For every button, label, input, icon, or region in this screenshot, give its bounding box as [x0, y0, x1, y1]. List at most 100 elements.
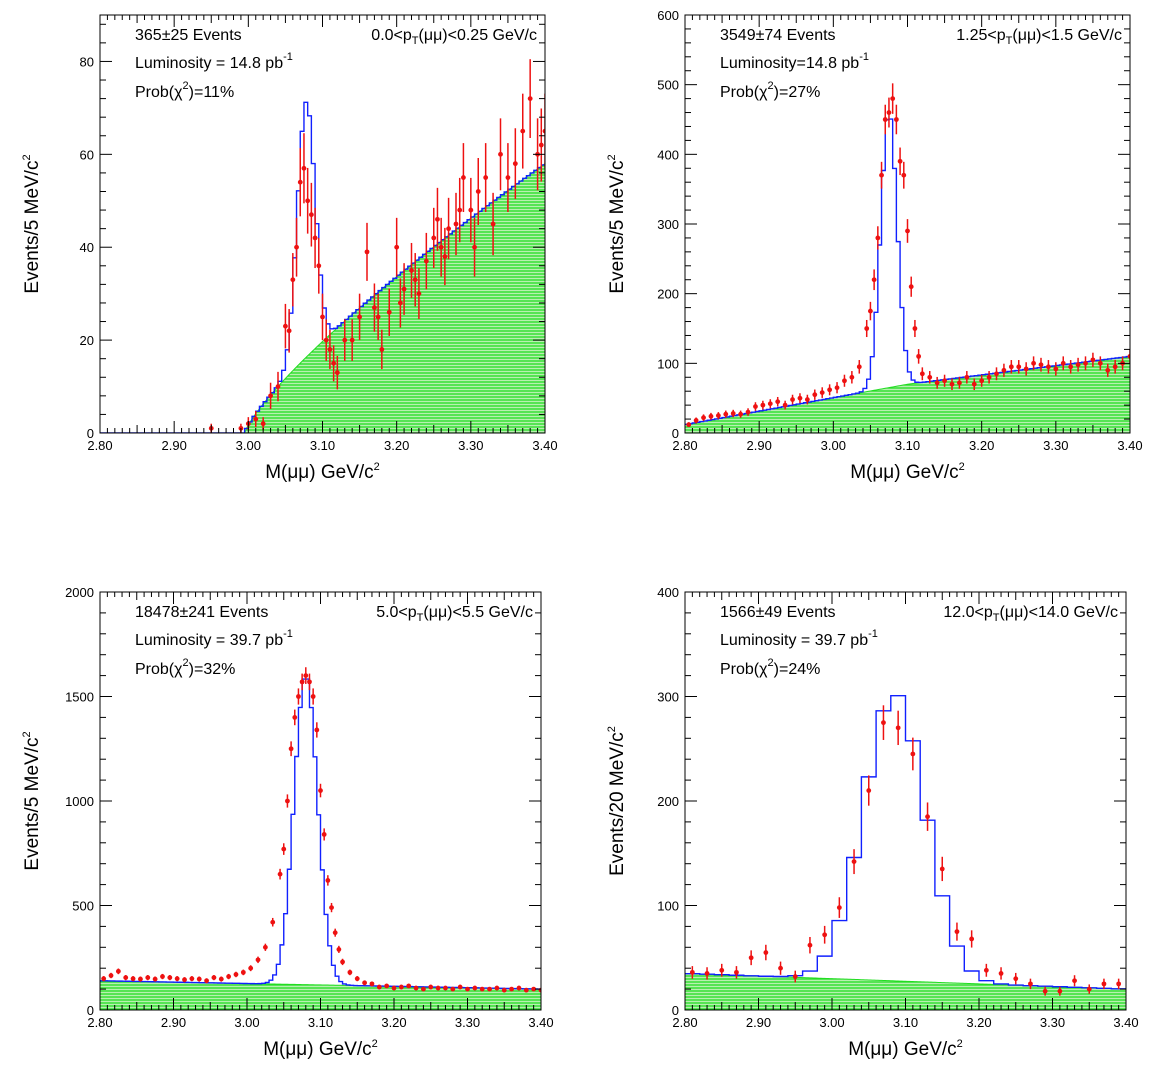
data-point — [398, 984, 404, 990]
data-point — [1038, 357, 1044, 372]
point-marker — [1038, 362, 1044, 368]
point-marker — [864, 326, 870, 331]
data-point — [457, 984, 463, 990]
x-axis-label: M(μμ) GeV/c2 — [265, 461, 380, 483]
point-marker — [123, 975, 129, 981]
x-tick-label: 2.80 — [672, 438, 697, 453]
point-marker — [196, 976, 202, 982]
point-marker — [523, 987, 529, 993]
chi2-probability-annotation: Prob(χ2)=27% — [720, 80, 820, 101]
point-marker — [450, 986, 456, 992]
point-marker — [964, 374, 970, 380]
y-tick-label: 1000 — [65, 794, 94, 809]
data-point — [438, 217, 444, 277]
data-point — [397, 278, 403, 328]
data-point — [305, 167, 311, 234]
point-marker — [255, 957, 261, 963]
point-marker — [479, 986, 485, 992]
data-point — [538, 108, 544, 182]
pt-range-annotation: 1.25<pT(μμ)<1.5 GeV/c — [956, 27, 1122, 47]
data-point — [925, 802, 930, 831]
pt-range-annotation: 5.0<pT(μμ)<5.5 GeV/c — [376, 604, 533, 624]
data-point — [812, 389, 818, 400]
point-marker — [413, 985, 419, 991]
point-marker — [310, 694, 316, 699]
data-point — [1105, 363, 1111, 377]
point-marker — [505, 175, 511, 180]
y-tick-label: 200 — [657, 794, 679, 809]
data-point — [866, 775, 872, 806]
point-marker — [686, 422, 692, 428]
x-tick-label: 3.10 — [310, 438, 335, 453]
data-point — [964, 371, 970, 384]
data-point — [160, 973, 165, 980]
point-marker — [901, 172, 907, 178]
point-marker — [834, 385, 840, 391]
point-marker — [715, 413, 721, 418]
data-point — [998, 967, 1004, 980]
panel-3: 2.80 2.90 3.00 3.10 3.20 3.30 3.40 0 500 1000 1500… — [21, 585, 554, 1060]
point-marker — [301, 165, 307, 171]
data-point — [864, 319, 870, 338]
data-point — [942, 374, 947, 387]
point-marker — [487, 986, 492, 992]
point-marker — [782, 402, 788, 408]
point-marker — [438, 244, 444, 250]
point-marker — [401, 286, 407, 292]
point-marker — [357, 314, 362, 320]
data-point — [1042, 986, 1048, 996]
data-point — [323, 319, 329, 361]
data-point — [775, 396, 781, 407]
point-marker — [1086, 986, 1092, 992]
point-marker — [391, 985, 397, 991]
data-point — [1068, 360, 1074, 374]
point-marker — [253, 416, 259, 422]
point-marker — [509, 986, 514, 992]
plot-area — [100, 59, 545, 433]
point-marker — [538, 142, 544, 148]
data-point — [218, 976, 224, 982]
point-marker — [1075, 362, 1081, 368]
point-marker — [856, 364, 862, 370]
events-annotation: 3549±74 Events — [720, 27, 836, 44]
data-point — [423, 232, 429, 290]
point-marker — [174, 976, 180, 982]
point-marker — [498, 151, 503, 157]
data-point — [701, 414, 706, 421]
data-point — [349, 319, 355, 361]
data-point — [686, 422, 692, 428]
y-tick-label: 0 — [672, 1003, 679, 1018]
point-marker — [969, 936, 975, 942]
point-marker — [797, 395, 803, 401]
data-point — [1101, 978, 1107, 990]
data-point — [501, 987, 507, 993]
point-marker — [307, 679, 312, 685]
point-marker — [527, 96, 533, 101]
point-marker — [318, 788, 323, 793]
point-marker — [895, 725, 901, 731]
point-marker — [468, 207, 474, 213]
point-marker — [292, 715, 298, 720]
data-point — [512, 128, 518, 199]
data-point — [310, 688, 316, 705]
events-annotation: 1566±49 Events — [720, 604, 836, 621]
data-point — [1060, 356, 1066, 371]
plot-frame — [99, 591, 542, 1011]
data-point — [1023, 362, 1029, 376]
x-tick-label: 3.30 — [1040, 1015, 1065, 1030]
data-point — [357, 293, 362, 341]
plot-area — [100, 667, 541, 1010]
x-tick-label: 3.20 — [966, 1015, 991, 1030]
point-marker — [542, 128, 545, 134]
data-point — [753, 402, 758, 411]
point-marker — [882, 117, 888, 122]
point-marker — [994, 371, 999, 377]
y-tick-label: 20 — [80, 333, 94, 348]
data-point — [979, 374, 985, 387]
fit-histogram-line — [100, 678, 541, 990]
point-marker — [332, 930, 338, 936]
data-point — [277, 868, 283, 880]
data-point — [332, 928, 338, 937]
point-marker — [916, 353, 922, 359]
data-point — [416, 268, 422, 320]
